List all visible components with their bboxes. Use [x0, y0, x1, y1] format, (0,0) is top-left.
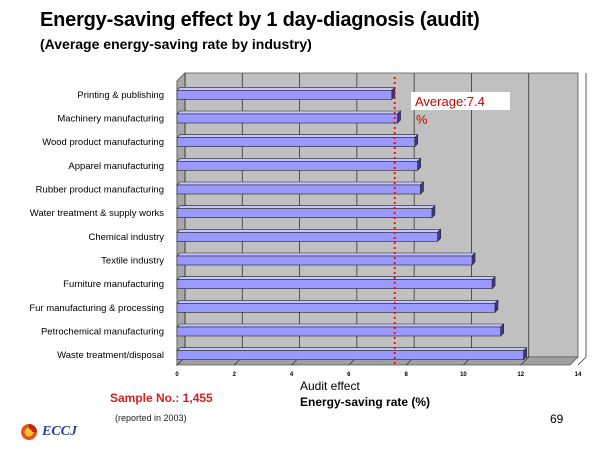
bar-top [176, 300, 499, 304]
bar [176, 255, 473, 266]
bar [176, 232, 438, 242]
annotation-box [411, 92, 510, 110]
category-label: Printing & publishing [77, 90, 164, 101]
average-annotation-unit: % [416, 112, 428, 127]
logo-text: ECCJ [42, 424, 78, 439]
bar [176, 184, 421, 195]
bar [176, 279, 493, 289]
category-label: Chemical industry [89, 232, 165, 243]
tick-label: 6 [347, 372, 351, 378]
chart-title: Energy-saving effect by 1 day-diagnosis … [40, 9, 480, 31]
gridline-floor [520, 356, 529, 366]
reported-note: (reported in 2003) [115, 413, 187, 423]
tick-label: 8 [404, 372, 408, 378]
x-axis-label-line1: Audit effect [300, 379, 360, 393]
category-label: Wood product manufacturing [42, 137, 164, 148]
chart-subtitle: (Average energy-saving rate by industry) [40, 36, 312, 52]
bar-top [176, 347, 528, 351]
category-label: Textile industry [101, 256, 164, 267]
category-label: Rubber product manufacturing [36, 185, 164, 196]
bar-top [176, 87, 396, 91]
bar-chart: Printing & publishing Machinery manufactu… [29, 72, 587, 378]
average-annotation: Average:7.4 [415, 94, 485, 109]
category-label: Water treatment & supply works [30, 208, 165, 219]
bar-top [176, 181, 425, 186]
bar-top [176, 158, 422, 162]
bar-top [176, 252, 476, 257]
bar [176, 90, 393, 100]
bar [176, 208, 433, 218]
category-label: Fur manufacturing & processing [29, 303, 164, 314]
eccj-logo: ECCJ [20, 422, 77, 442]
bar-top [176, 229, 442, 233]
bar [176, 161, 418, 171]
gridline-floor [577, 356, 587, 366]
bar-top [176, 205, 436, 209]
x-axis-label-line2: Energy-saving rate (%) [300, 395, 431, 409]
bar [176, 303, 496, 313]
bar [176, 326, 501, 337]
tick-label: 4 [290, 372, 294, 378]
eccj-swirl-icon [21, 424, 37, 440]
category-label: Waste treatment/disposal [57, 350, 164, 361]
tick-label: 14 [575, 372, 582, 378]
bar [176, 113, 398, 124]
bar [176, 350, 524, 360]
page-number: 69 [550, 412, 564, 426]
category-label: Petrochemical manufacturing [41, 327, 164, 338]
tick-label: 2 [233, 372, 237, 378]
bar-top [176, 276, 496, 280]
category-label: Machinery manufacturing [57, 114, 164, 125]
category-label: Apparel manufacturing [68, 161, 164, 172]
sample-count: Sample No.: 1,455 [110, 391, 213, 405]
tick-label: 12 [517, 372, 524, 378]
tick-label: 10 [460, 372, 467, 378]
bar-top [176, 323, 505, 328]
bar-top [176, 134, 419, 138]
bar [176, 137, 416, 147]
bar-top [176, 110, 402, 115]
tick-label: 0 [175, 372, 179, 378]
category-label: Furniture manufacturing [63, 279, 164, 290]
